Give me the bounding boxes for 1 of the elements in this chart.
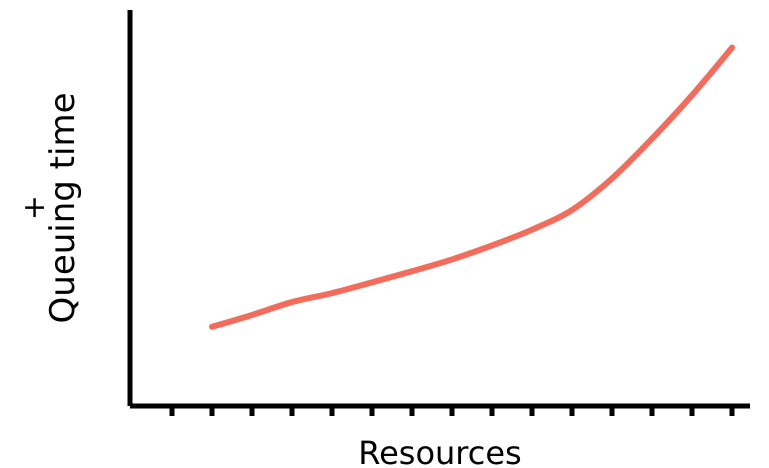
x-axis-title: Resources: [358, 434, 522, 468]
